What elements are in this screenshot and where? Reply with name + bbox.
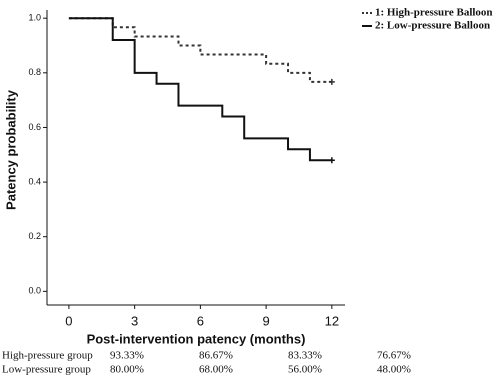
survival-line — [68, 17, 332, 83]
x-tick-label: 0 — [65, 313, 72, 328]
table-cell: 76.67% — [377, 350, 411, 362]
censor-mark — [328, 157, 335, 164]
y-tick-label: 0.8 — [28, 67, 41, 77]
y-tick-label: 0.2 — [28, 231, 41, 241]
x-axis-label: Post-intervention patency (months) — [87, 331, 306, 346]
y-tick-label: 0.0 — [28, 286, 41, 296]
table-cell: 68.00% — [199, 364, 233, 376]
table-cell: 93.33% — [110, 350, 144, 362]
legend-label: 2: Low-pressure Balloon — [375, 20, 490, 32]
table-cell: High-pressure group — [2, 350, 93, 362]
survival-line — [68, 17, 332, 162]
table-cell: 83.33% — [288, 350, 322, 362]
table-cell: 56.00% — [288, 364, 322, 376]
legend-label: 1: High-pressure Balloon — [375, 7, 493, 19]
table-cell: 86.67% — [199, 350, 233, 362]
y-tick-label: 0.6 — [28, 122, 41, 132]
x-tick-label: 9 — [263, 313, 270, 328]
x-tick-label: 3 — [131, 313, 138, 328]
table-cell: Low-pressure group — [2, 364, 91, 376]
x-tick-label: 12 — [325, 313, 339, 328]
table-cell: 48.00% — [377, 364, 411, 376]
y-axis-label: Patency probability — [3, 89, 18, 210]
censor-mark — [328, 78, 335, 85]
x-tick-label: 6 — [197, 313, 204, 328]
y-tick-label: 1.0 — [28, 13, 41, 23]
table-cell: 80.00% — [110, 364, 144, 376]
y-tick-label: 0.4 — [28, 176, 41, 186]
